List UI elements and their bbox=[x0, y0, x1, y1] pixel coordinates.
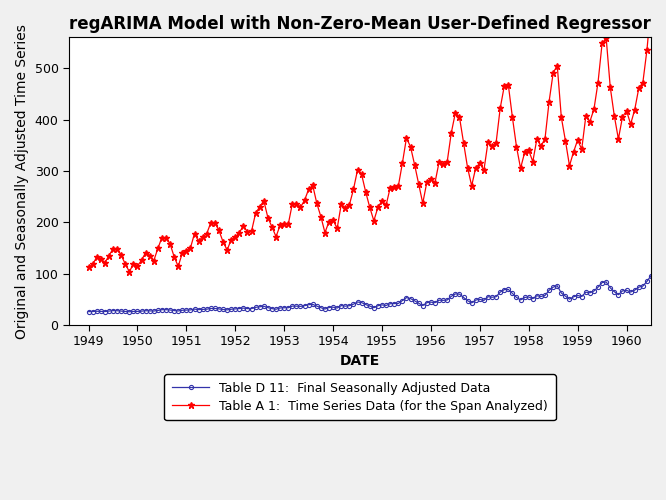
Table A 1:  Time Series Data (for the Span Analyzed): (1.96e+03, 404): Time Series Data (for the Span Analyzed)… bbox=[557, 114, 565, 120]
Line: Table D 11:  Final Seasonally Adjusted Data: Table D 11: Final Seasonally Adjusted Da… bbox=[87, 274, 666, 314]
Table A 1:  Time Series Data (for the Span Analyzed): (1.95e+03, 118): Time Series Data (for the Span Analyzed)… bbox=[129, 262, 137, 268]
Table D 11:  Final Seasonally Adjusted Data: (1.95e+03, 26.4): Final Seasonally Adjusted Data: (1.95e+0… bbox=[129, 308, 137, 314]
Table D 11:  Final Seasonally Adjusted Data: (1.96e+03, 96): Final Seasonally Adjusted Data: (1.96e+0… bbox=[647, 272, 655, 278]
Table D 11:  Final Seasonally Adjusted Data: (1.95e+03, 26): Final Seasonally Adjusted Data: (1.95e+0… bbox=[85, 308, 93, 314]
Line: Table A 1:  Time Series Data (for the Span Analyzed): Table A 1: Time Series Data (for the Spa… bbox=[85, 2, 666, 275]
Table A 1:  Time Series Data (for the Span Analyzed): (1.95e+03, 114): Time Series Data (for the Span Analyzed)… bbox=[174, 264, 182, 270]
Title: regARIMA Model with Non-Zero-Mean User-Defined Regressor: regARIMA Model with Non-Zero-Mean User-D… bbox=[69, 15, 651, 33]
Table A 1:  Time Series Data (for the Span Analyzed): (1.95e+03, 191): Time Series Data (for the Span Analyzed)… bbox=[268, 224, 276, 230]
Table D 11:  Final Seasonally Adjusted Data: (1.95e+03, 27.3): Final Seasonally Adjusted Data: (1.95e+0… bbox=[174, 308, 182, 314]
Table A 1:  Time Series Data (for the Span Analyzed): (1.96e+03, 310): Time Series Data (for the Span Analyzed)… bbox=[565, 163, 573, 169]
Table A 1:  Time Series Data (for the Span Analyzed): (1.95e+03, 104): Time Series Data (for the Span Analyzed)… bbox=[125, 268, 133, 274]
X-axis label: DATE: DATE bbox=[340, 354, 380, 368]
Table A 1:  Time Series Data (for the Span Analyzed): (1.96e+03, 467): Time Series Data (for the Span Analyzed)… bbox=[504, 82, 512, 88]
Table D 11:  Final Seasonally Adjusted Data: (1.96e+03, 50.3): Final Seasonally Adjusted Data: (1.96e+0… bbox=[565, 296, 573, 302]
Y-axis label: Original and Seasonally Adjusted Time Series: Original and Seasonally Adjusted Time Se… bbox=[15, 24, 29, 338]
Table A 1:  Time Series Data (for the Span Analyzed): (1.96e+03, 622): Time Series Data (for the Span Analyzed)… bbox=[647, 2, 655, 8]
Table D 11:  Final Seasonally Adjusted Data: (1.95e+03, 31.9): Final Seasonally Adjusted Data: (1.95e+0… bbox=[268, 306, 276, 312]
Table D 11:  Final Seasonally Adjusted Data: (1.95e+03, 25.7): Final Seasonally Adjusted Data: (1.95e+0… bbox=[125, 309, 133, 315]
Table D 11:  Final Seasonally Adjusted Data: (1.96e+03, 62.2): Final Seasonally Adjusted Data: (1.96e+0… bbox=[557, 290, 565, 296]
Legend: Table D 11:  Final Seasonally Adjusted Data, Table A 1:  Time Series Data (for t: Table D 11: Final Seasonally Adjusted Da… bbox=[165, 374, 555, 420]
Table A 1:  Time Series Data (for the Span Analyzed): (1.95e+03, 112): Time Series Data (for the Span Analyzed)… bbox=[85, 264, 93, 270]
Table D 11:  Final Seasonally Adjusted Data: (1.96e+03, 69.3): Final Seasonally Adjusted Data: (1.96e+0… bbox=[504, 286, 512, 292]
